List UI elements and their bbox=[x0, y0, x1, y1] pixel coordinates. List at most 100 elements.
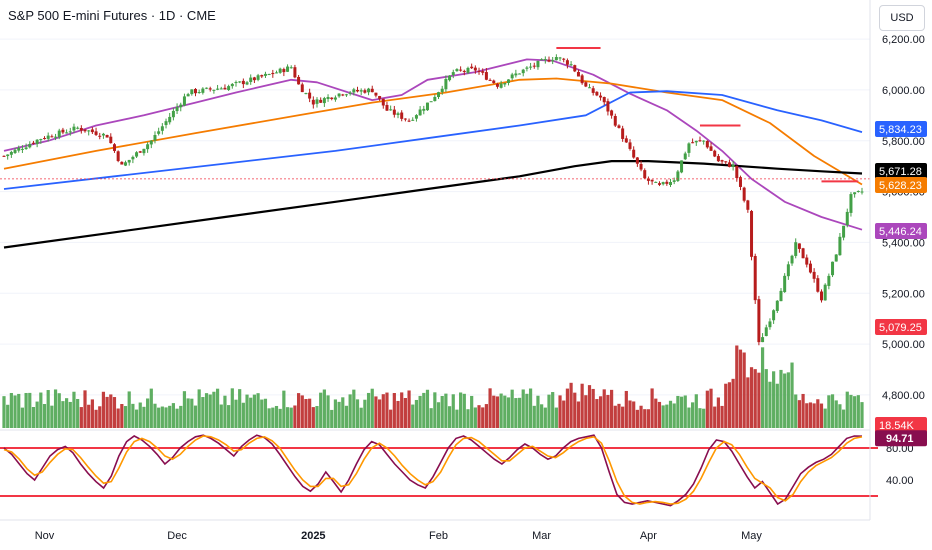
volume-bar bbox=[709, 388, 713, 428]
volume-bar bbox=[794, 394, 798, 428]
price-tick-label: 6,000.00 bbox=[882, 85, 925, 97]
candle bbox=[267, 73, 271, 76]
volume-bar bbox=[606, 394, 610, 428]
candle bbox=[20, 145, 24, 154]
volume-bar bbox=[499, 393, 503, 428]
volume-bar bbox=[31, 407, 36, 428]
candle bbox=[17, 145, 21, 153]
candle bbox=[565, 58, 569, 69]
candle-body bbox=[477, 70, 481, 72]
candle bbox=[363, 88, 367, 94]
candle bbox=[845, 208, 849, 228]
currency-button[interactable]: USD bbox=[879, 5, 925, 31]
candle-body bbox=[779, 290, 783, 302]
candle-body bbox=[772, 310, 776, 321]
candle-body bbox=[315, 99, 319, 104]
candle bbox=[422, 105, 426, 115]
volume-bar bbox=[308, 398, 312, 428]
candle-body bbox=[120, 161, 124, 165]
volume-bar bbox=[79, 407, 83, 428]
volume-bar bbox=[668, 400, 673, 428]
candle bbox=[352, 87, 356, 96]
volume-bar bbox=[24, 392, 28, 428]
candle-body bbox=[451, 72, 455, 75]
candle-body bbox=[805, 257, 809, 265]
volume-bar bbox=[197, 389, 201, 428]
candle-body bbox=[83, 129, 87, 132]
candle-body bbox=[149, 140, 153, 145]
volume-bar bbox=[841, 409, 846, 428]
volume-bar bbox=[860, 402, 864, 428]
candle bbox=[514, 69, 518, 78]
volume-bar bbox=[282, 390, 286, 428]
candle bbox=[13, 147, 17, 154]
candle bbox=[234, 80, 238, 87]
volume-bar bbox=[562, 400, 566, 428]
candle-body bbox=[216, 88, 220, 90]
volume-bar bbox=[716, 397, 720, 428]
candle bbox=[68, 127, 72, 136]
candle-body bbox=[367, 88, 371, 93]
candle-body bbox=[131, 156, 135, 160]
candle-body bbox=[669, 182, 673, 186]
volume-bar bbox=[381, 394, 385, 428]
candle-body bbox=[400, 112, 404, 119]
candle bbox=[665, 179, 669, 186]
candle bbox=[853, 192, 857, 198]
volume-bar bbox=[300, 395, 304, 428]
volume-bar bbox=[76, 398, 80, 428]
candle-body bbox=[639, 163, 643, 170]
volume-bar bbox=[551, 392, 555, 428]
candle-body bbox=[551, 60, 555, 62]
volume-bar bbox=[120, 404, 124, 428]
resistance-marks bbox=[0, 46, 870, 183]
candle bbox=[473, 65, 477, 74]
volume-bar bbox=[201, 397, 205, 428]
candle bbox=[429, 101, 433, 103]
candle bbox=[230, 83, 234, 89]
candle bbox=[381, 98, 385, 109]
candle bbox=[764, 324, 768, 337]
candle-body bbox=[440, 88, 444, 92]
time-tick-label: Mar bbox=[532, 530, 551, 542]
price-tick-label: 5,200.00 bbox=[882, 288, 925, 300]
candle-body bbox=[160, 126, 164, 131]
volume-bar bbox=[149, 388, 153, 428]
candle bbox=[179, 102, 183, 112]
candle bbox=[127, 159, 131, 166]
volume-bar bbox=[366, 392, 371, 428]
candle bbox=[595, 91, 599, 97]
candle-body bbox=[492, 80, 496, 84]
candle-body bbox=[470, 66, 474, 69]
candle-body bbox=[13, 149, 17, 154]
candle-body bbox=[536, 60, 540, 68]
candle bbox=[392, 105, 396, 118]
volume-bar bbox=[160, 406, 164, 428]
volume-bar bbox=[602, 389, 606, 428]
candle-body bbox=[495, 83, 499, 87]
time-tick-label: Dec bbox=[167, 530, 187, 542]
candle bbox=[573, 64, 577, 73]
candle-body bbox=[79, 128, 83, 131]
candle-body bbox=[845, 211, 849, 225]
candle-body bbox=[304, 93, 308, 95]
price-badge-bg bbox=[875, 319, 927, 335]
volume-bar bbox=[35, 401, 39, 428]
candle bbox=[495, 82, 499, 89]
candle-body bbox=[576, 71, 580, 77]
volume-bar bbox=[182, 391, 187, 428]
volume-bar bbox=[330, 409, 334, 428]
volume-bar bbox=[333, 399, 338, 428]
volume-bar bbox=[123, 406, 128, 428]
candle bbox=[385, 101, 389, 111]
candle bbox=[28, 141, 32, 149]
volume-bar bbox=[13, 395, 17, 428]
candle bbox=[794, 238, 798, 259]
volume-bar bbox=[42, 404, 47, 428]
volume-bar bbox=[46, 390, 50, 428]
candle-body bbox=[687, 143, 691, 153]
candle bbox=[378, 95, 382, 101]
candle-body bbox=[76, 127, 80, 129]
